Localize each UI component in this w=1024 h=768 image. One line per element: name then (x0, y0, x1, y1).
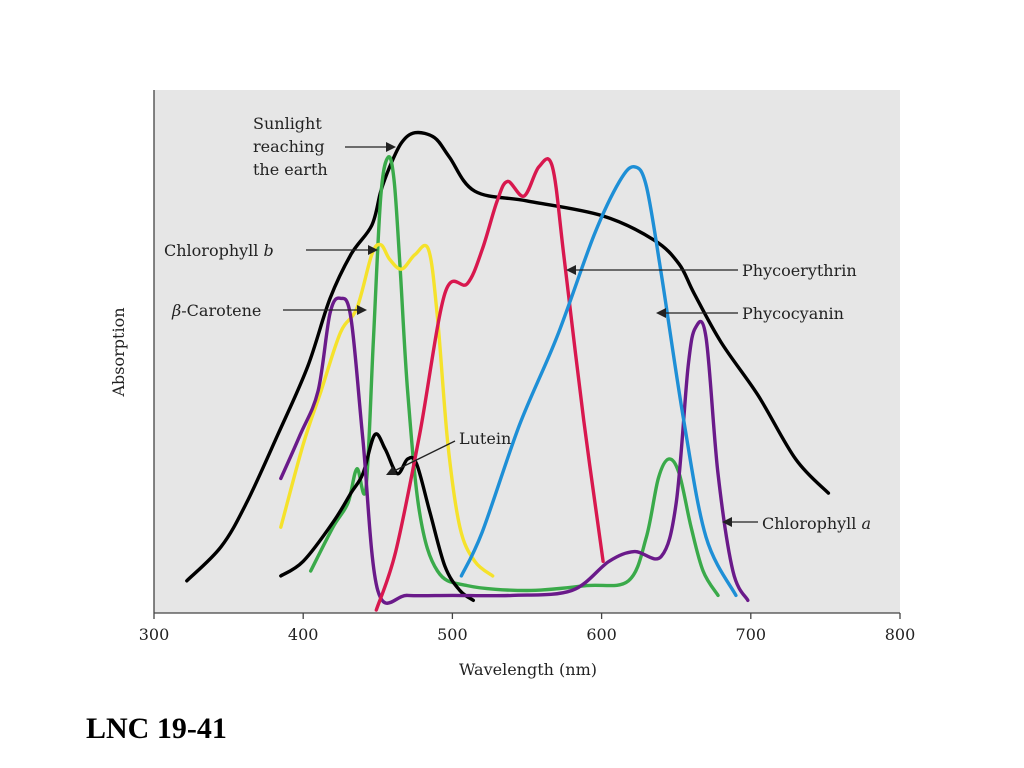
x-axis-label: Wavelength (nm) (459, 660, 597, 679)
absorption-spectrum-chart: 300 400 500 600 700 800 Wavelength (nm) Absor… (109, 90, 916, 679)
series-layer (185, 130, 831, 612)
annotation-sunlight-line-2: reaching (253, 137, 325, 156)
annotation-beta-carotene-text: -Carotene (181, 301, 261, 320)
annotation-chlorophyll-b-italic: b (263, 241, 273, 260)
annotation-beta-carotene-italic: β (171, 301, 181, 320)
plot-area (154, 90, 900, 613)
annotation-chlorophyll-a-italic: a (861, 514, 871, 533)
annotation-phycoerythrin-label: Phycoerythrin (742, 261, 857, 280)
axis-layer: 300 400 500 600 700 800 (139, 90, 916, 644)
annotation-sunlight-line-3: the earth (253, 160, 328, 179)
x-tick-label-600: 600 (586, 625, 617, 644)
slide-footer-label: LNC 19-41 (86, 712, 227, 745)
annotation-sunlight-line-1: Sunlight (253, 114, 322, 133)
x-tick-label-700: 700 (736, 625, 767, 644)
x-tick-label-500: 500 (437, 625, 468, 644)
annotation-phycocyanin-label: Phycocyanin (742, 304, 844, 323)
annotation-chlorophyll-b: Chlorophyll b (164, 241, 378, 260)
annotation-beta-carotene: β-Carotene (171, 301, 367, 320)
annotation-chlorophyll-a: Chlorophyll a (722, 514, 871, 533)
series-line-phycocyanin (459, 165, 738, 598)
series-line-lutein (279, 432, 475, 602)
series-line-chlorophyll-a (279, 296, 750, 605)
x-tick-label-400: 400 (288, 625, 319, 644)
y-axis-label: Absorption (109, 307, 128, 397)
annotation-chlorophyll-b-text: Chlorophyll (164, 241, 263, 260)
series-line-phycoerythrin (374, 157, 605, 612)
annotation-phycocyanin: Phycocyanin (656, 304, 844, 323)
annotation-lutein: Lutein (386, 429, 511, 475)
x-tick-label-800: 800 (885, 625, 916, 644)
annotation-chlorophyll-a-label: Chlorophyll a (762, 514, 871, 533)
series-line-sunlight-reaching-the-earth (185, 130, 831, 583)
annotation-phycoerythrin: Phycoerythrin (566, 261, 857, 280)
annotation-beta-carotene-label: β-Carotene (171, 301, 261, 320)
series-line-carotene (279, 242, 495, 578)
annotation-sunlight: Sunlight reaching the earth (253, 114, 396, 179)
annotation-lutein-label: Lutein (459, 429, 511, 448)
annotation-chlorophyll-b-label: Chlorophyll b (164, 241, 274, 260)
annotation-chlorophyll-a-text: Chlorophyll (762, 514, 861, 533)
x-tick-label-300: 300 (139, 625, 170, 644)
